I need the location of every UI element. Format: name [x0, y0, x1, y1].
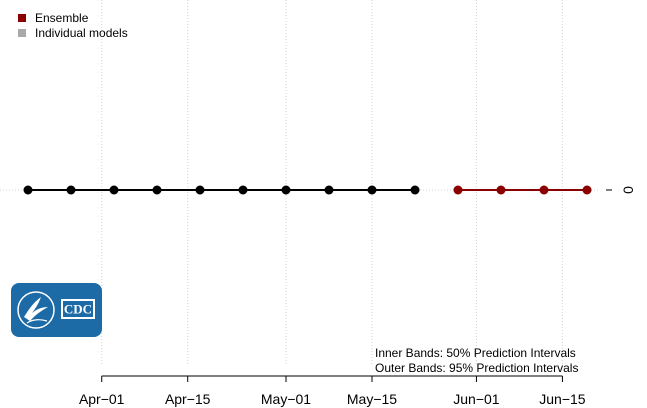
data-point-observed — [109, 185, 119, 195]
legend-swatch-individual-models — [18, 28, 26, 37]
hhs-eagle-icon: CDC — [17, 291, 95, 329]
legend: Ensemble Individual models — [18, 10, 128, 40]
x-tick-label: May−01 — [261, 391, 311, 407]
data-point-observed — [238, 185, 248, 195]
data-point-observed — [195, 185, 205, 195]
legend-item-individual-models: Individual models — [18, 25, 128, 40]
series-layer — [23, 185, 592, 195]
x-tick-label: Jun−01 — [453, 391, 500, 407]
data-point-observed — [66, 185, 76, 195]
y-tick-label: 0 — [620, 186, 636, 194]
data-point-ensemble — [582, 185, 592, 195]
legend-label-individual-models: Individual models — [35, 25, 128, 40]
cdc-logo-text: CDC — [64, 302, 92, 317]
legend-item-ensemble: Ensemble — [18, 10, 128, 25]
data-point-ensemble — [453, 185, 463, 195]
data-point-observed — [410, 185, 420, 195]
note-outer-bands: Outer Bands: 95% Prediction Intervals — [375, 361, 579, 375]
x-tick-label: Apr−15 — [165, 391, 211, 407]
x-axis: Apr−01 Apr−15 May−01 May−15 Jun−01 Jun−15 — [79, 375, 586, 407]
x-tick-label: May−15 — [347, 391, 397, 407]
data-point-observed — [23, 185, 33, 195]
data-point-ensemble — [496, 185, 506, 195]
cdc-logo: CDC — [11, 283, 102, 337]
data-point-observed — [281, 185, 291, 195]
legend-swatch-ensemble — [18, 13, 26, 22]
data-point-observed — [152, 185, 162, 195]
data-point-observed — [367, 185, 377, 195]
data-point-ensemble — [539, 185, 549, 195]
data-point-observed — [324, 185, 334, 195]
y-axis: 0 — [606, 186, 636, 194]
x-tick-label: Jun−15 — [539, 391, 586, 407]
x-tick-label: Apr−01 — [79, 391, 125, 407]
note-inner-bands: Inner Bands: 50% Prediction Intervals — [375, 346, 576, 360]
legend-label-ensemble: Ensemble — [35, 10, 89, 25]
